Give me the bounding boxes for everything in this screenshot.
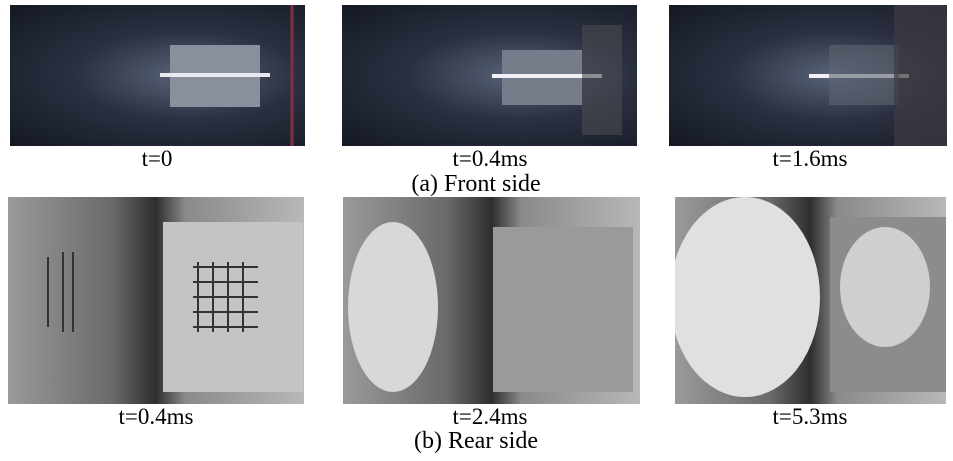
photo: [343, 197, 640, 404]
photo: [10, 5, 305, 146]
photo-art: [675, 197, 946, 404]
photo: [675, 197, 946, 404]
figure: t=0 t=0.4ms t=1.6ms (a) Front side t=0.4…: [0, 0, 953, 461]
photo-art: [343, 197, 640, 404]
frame-label: t=2.4ms: [340, 405, 640, 429]
photo-art: [8, 197, 304, 404]
panel-caption: (a) Front side: [276, 171, 676, 197]
frame-label: t=5.3ms: [660, 405, 953, 429]
frame-label: t=1.6ms: [660, 147, 953, 171]
photo-art: [669, 5, 947, 146]
frame-label: t=0.4ms: [6, 405, 306, 429]
photo-art: [342, 5, 637, 146]
photo-art: [10, 5, 305, 146]
frame-label: t=0.4ms: [340, 147, 640, 171]
panel-caption: (b) Rear side: [276, 428, 676, 454]
photo: [342, 5, 637, 146]
photo: [669, 5, 947, 146]
photo: [8, 197, 304, 404]
frame-label: t=0: [7, 147, 307, 171]
